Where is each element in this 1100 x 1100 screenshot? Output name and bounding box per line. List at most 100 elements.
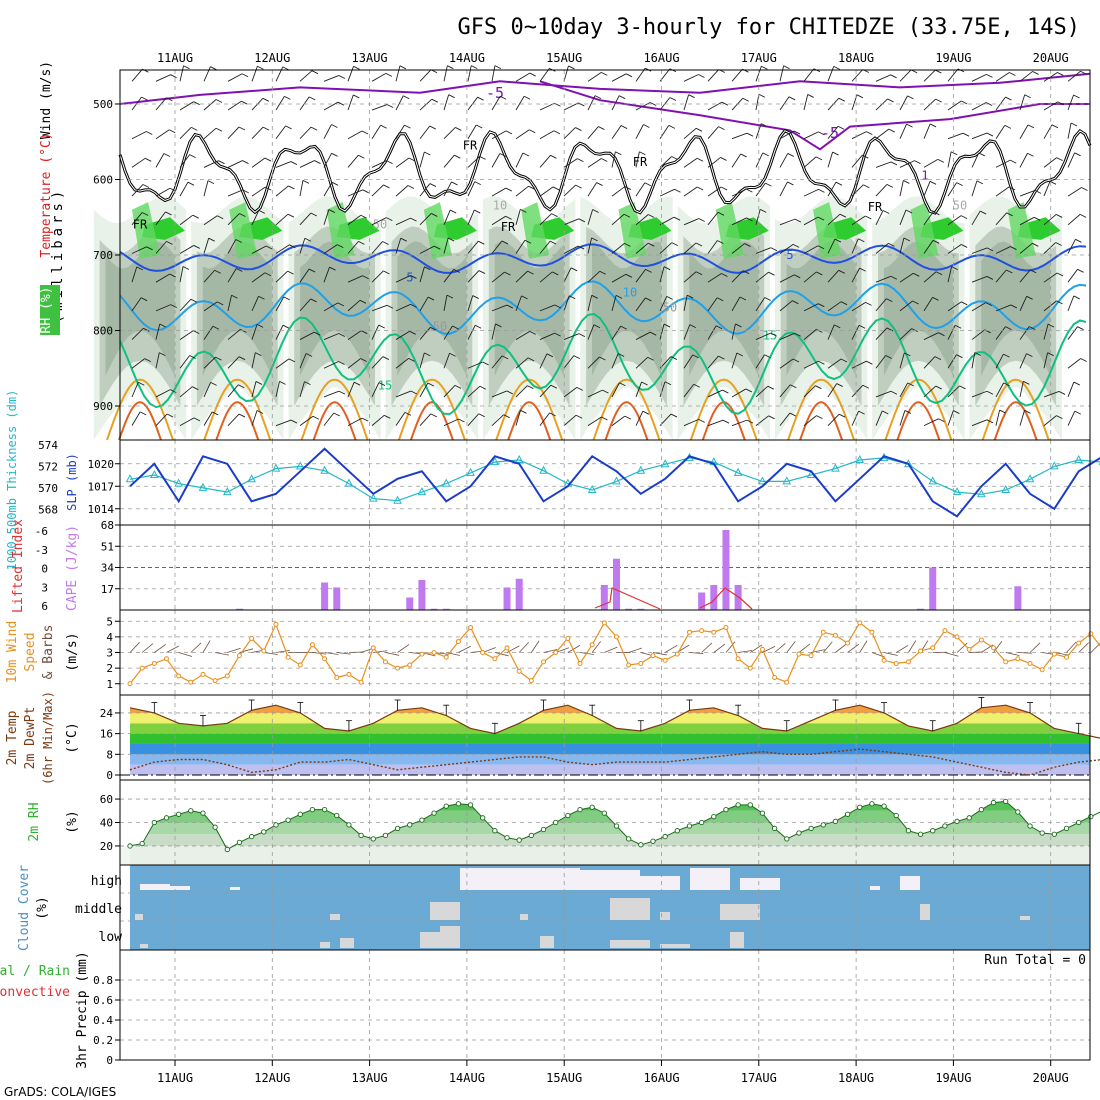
wind-barb-flag [575,127,582,131]
wind-barb-flag [962,132,970,137]
wind-barb-flag [907,95,914,100]
wind-barb-flag [645,268,652,273]
wind-barb-flag [142,212,149,216]
wind-barb-flag [458,418,465,423]
wind-barb-flag [1032,71,1039,75]
wind-barb-flag [886,183,894,188]
wind-barb-flag [256,410,264,414]
wind-barb-flag [599,356,606,361]
wind-barb [419,125,431,139]
wind-barb [227,268,237,283]
wind-barb [467,361,483,369]
wind-barb-flag [384,414,391,419]
cape-bar [333,587,341,610]
wind-barb [515,96,525,111]
wind-barb [707,212,719,226]
wind-barb [131,131,147,140]
wind-barb-flag [770,332,777,337]
wind-barb [731,188,747,197]
rh-shade [689,241,759,376]
wind-barb [995,212,1007,226]
wind-barb-flag [358,154,365,159]
wind-barb-flag [238,356,246,361]
wind-speed-marker [1076,640,1082,646]
wind-barb [971,329,985,340]
wind-barb-flag [937,158,945,163]
wind-barb [875,327,888,340]
wind-barb [827,238,836,254]
wind-speed-marker [285,654,291,660]
wind-barb-flag [434,245,441,250]
wind-barb-flag [698,218,705,222]
rh-marker [674,828,680,834]
cloud-high [900,876,920,890]
wind-barb-flag [399,65,407,70]
wind-barb [203,382,212,398]
cloud-low [540,936,554,948]
wind-barb-flag [698,418,705,423]
wind-barb-flag [618,95,626,100]
wind-barb [971,390,988,398]
thickness-tick-label: 568 [38,503,58,516]
wind-barb-flag [986,132,994,137]
wind-barb [635,297,646,312]
wind-barb-flag [961,301,968,306]
wind-barb [851,184,864,197]
wind-barb-flag [663,266,671,271]
wind-barb [731,132,748,140]
wind-barb-flag [386,104,394,108]
wind-barb-flag [1027,124,1035,129]
wind-barb [275,96,285,111]
wind-barb-10m [202,640,211,653]
wind-barb [131,411,141,426]
wind-barb-flag [740,153,747,158]
wind-barb [515,72,530,82]
wind-barb [491,65,496,82]
wind-barb-flag [471,65,478,70]
wind-barb [1019,296,1028,312]
li-tick-label: 0 [41,563,48,576]
wind-barb [371,104,388,111]
wind-barb [347,66,354,82]
wind-barb [587,158,602,168]
wind-barb-flag [1070,122,1078,127]
wind-barb [323,75,340,82]
warm-cell [693,387,754,440]
wind-barb [899,160,915,168]
wind-barb-flag [499,95,507,100]
li-tick-label: -3 [35,544,48,557]
rh-marker [601,810,607,816]
wind-barb [395,217,411,226]
wind-barb-flag [1051,124,1059,129]
wind-barb-flag [960,215,968,220]
wind-barb [1019,242,1033,254]
wind-speed-marker [249,635,255,641]
wind-barb [131,297,142,312]
rh-marker [382,832,389,839]
wind-barb [947,301,962,312]
wind-barb-flag [1075,238,1082,243]
wind-barb-flag [674,188,681,193]
wind-barb-flag [882,410,889,415]
wind-barb-flag [1032,242,1039,247]
y-tick-label: 2 [106,662,113,675]
rh-core [423,202,452,259]
thickness-marker [733,467,743,476]
cape-bar [418,580,426,610]
wind-barb-flag [337,101,345,106]
wind-speed-marker [759,646,765,652]
wind-barb [515,239,526,254]
wind-barb [539,384,552,398]
wind-barb [299,415,314,427]
wind-barb-flag [308,268,316,273]
cloud-high [640,876,680,890]
wind-barb [227,189,243,197]
wind-barb [539,130,555,140]
cape-bar [442,608,450,610]
wind-barb [227,356,240,369]
wind-barb [539,353,548,369]
wind-barb-flag [950,151,958,156]
wind-barb-flag [759,208,767,213]
wind-barb [563,387,578,398]
wind-barb-flag [986,247,994,252]
